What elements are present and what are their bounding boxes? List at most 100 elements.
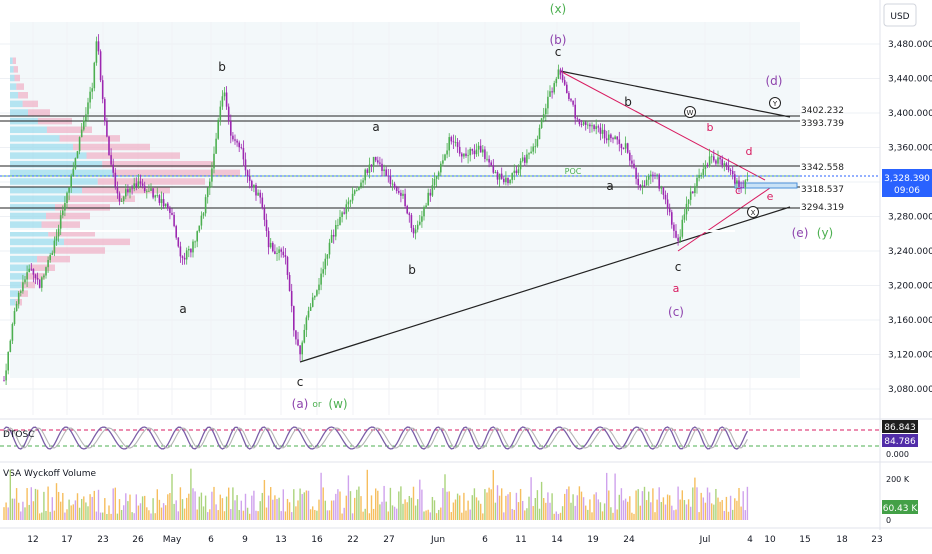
volume-bar — [7, 507, 9, 520]
volume-bar — [505, 495, 507, 520]
time-tick-label: 10 — [764, 535, 776, 545]
volume-bar — [671, 505, 673, 520]
candle-body — [698, 174, 700, 178]
candle-body — [219, 106, 222, 120]
candle-body — [343, 212, 345, 214]
volume-bar — [171, 473, 173, 520]
candle-body — [410, 215, 413, 229]
volume-bar — [547, 492, 549, 520]
wave-label-c-bottom: c — [297, 375, 304, 389]
volume-bar — [232, 487, 234, 520]
candle-body — [742, 187, 744, 188]
volume-bar — [36, 489, 39, 520]
candle-body — [318, 284, 320, 291]
candle-body — [719, 157, 721, 160]
price-axis[interactable]: USD 3,480.000 3,440.000 3,400.000 3,360.000… — [879, 0, 932, 530]
profile-bar-down — [66, 195, 135, 202]
volume-bar — [551, 493, 553, 520]
candle-body — [261, 197, 264, 209]
time-axis[interactable]: 12 17 23 26 May 6 9 13 16 22 27 Jun 6 11 14 19 24 Jul 4 10 1… — [0, 527, 932, 545]
profile-bar-up — [10, 152, 87, 159]
volume-bar — [257, 511, 259, 520]
volume-bar — [522, 500, 524, 520]
candle-body — [534, 146, 537, 148]
candle-body — [494, 171, 497, 173]
candle-body — [471, 148, 474, 151]
candle-body — [519, 160, 522, 170]
volume-bar — [711, 503, 713, 520]
currency-button[interactable] — [883, 3, 917, 27]
volume-bar — [251, 495, 253, 520]
volume-bar — [545, 502, 547, 520]
candle-body — [330, 234, 333, 243]
volume-bar — [532, 506, 534, 520]
candle-body — [717, 157, 719, 164]
candle-body — [272, 242, 274, 252]
volume-bar — [253, 490, 255, 520]
candle-body — [702, 168, 705, 175]
candle-body — [95, 41, 98, 63]
volume-bar — [230, 509, 232, 520]
volume-bar — [173, 503, 175, 520]
candle-body — [80, 129, 83, 138]
volume-bar — [593, 494, 595, 520]
candle-body — [479, 145, 482, 153]
volume-bar — [307, 490, 310, 520]
volume-bar — [200, 492, 203, 520]
candle-body — [731, 170, 734, 175]
triangle-upper-line[interactable] — [559, 70, 791, 118]
candle-body — [641, 185, 644, 187]
volume-bar — [515, 492, 518, 520]
volume-bar — [351, 513, 354, 520]
candle-body — [41, 277, 43, 288]
level-label-3342: 3342.558 — [801, 163, 844, 173]
time-tick-label: 24 — [623, 535, 635, 545]
candle-body — [253, 184, 255, 188]
candle-body — [435, 175, 438, 179]
volume-bar — [658, 487, 660, 520]
volume-bar — [618, 494, 620, 520]
volume-bar — [196, 509, 198, 520]
volume-bar — [683, 500, 686, 520]
profile-bar-up — [10, 221, 42, 228]
volume-bar — [480, 503, 482, 520]
volume-bar — [167, 494, 169, 520]
candle-body — [593, 125, 595, 130]
inner-upper-line[interactable] — [559, 70, 766, 181]
time-tick-label: May — [163, 535, 182, 545]
candle-body — [650, 174, 652, 177]
candle-body — [563, 80, 566, 85]
candle-body — [715, 160, 717, 164]
candle-body — [122, 196, 125, 201]
volume-bar — [524, 510, 526, 520]
time-tick-label: 16 — [311, 535, 323, 545]
candle-body — [647, 176, 650, 180]
volume-bar — [345, 495, 347, 520]
volume-bar — [372, 508, 375, 520]
candle-body — [120, 200, 123, 202]
wave-label-y-paren: (y) — [817, 226, 833, 240]
profile-bar-down — [14, 74, 20, 82]
candle-body — [259, 192, 261, 198]
volume-bar — [698, 512, 700, 520]
candle-body — [469, 148, 471, 156]
volume-bar — [312, 506, 314, 520]
volume-bar — [108, 505, 110, 520]
time-tick-label: 13 — [275, 535, 286, 545]
candle-body — [370, 164, 373, 167]
candle-body — [286, 257, 289, 275]
triangle-lower-line[interactable] — [299, 206, 791, 363]
target-box[interactable] — [734, 182, 798, 189]
volume-bar — [60, 501, 62, 520]
volume-bar — [484, 489, 486, 520]
inner-lower-line[interactable] — [677, 187, 771, 252]
candle-body — [545, 108, 547, 115]
volume-bar — [631, 512, 633, 520]
candle-body — [654, 175, 656, 176]
candle-body — [477, 145, 480, 150]
volume-bar — [51, 497, 53, 520]
volume-bar — [696, 487, 698, 520]
volume-bar — [284, 511, 287, 520]
candle-body — [723, 163, 726, 166]
